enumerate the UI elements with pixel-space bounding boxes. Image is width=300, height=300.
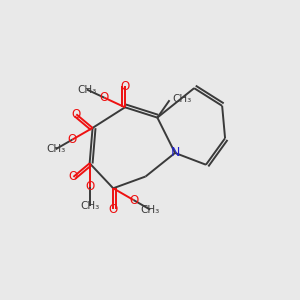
Text: O: O [109, 203, 118, 216]
Text: CH₃: CH₃ [172, 94, 192, 104]
Text: O: O [69, 170, 78, 183]
Text: O: O [120, 80, 130, 93]
Text: CH₃: CH₃ [77, 85, 96, 94]
Text: O: O [68, 133, 77, 146]
Text: O: O [100, 91, 109, 104]
Text: CH₃: CH₃ [80, 201, 99, 211]
Text: N: N [170, 146, 180, 159]
Text: CH₃: CH₃ [46, 144, 65, 154]
Text: O: O [72, 108, 81, 121]
Text: O: O [129, 194, 138, 207]
Text: CH₃: CH₃ [140, 205, 160, 214]
Text: O: O [85, 180, 94, 193]
